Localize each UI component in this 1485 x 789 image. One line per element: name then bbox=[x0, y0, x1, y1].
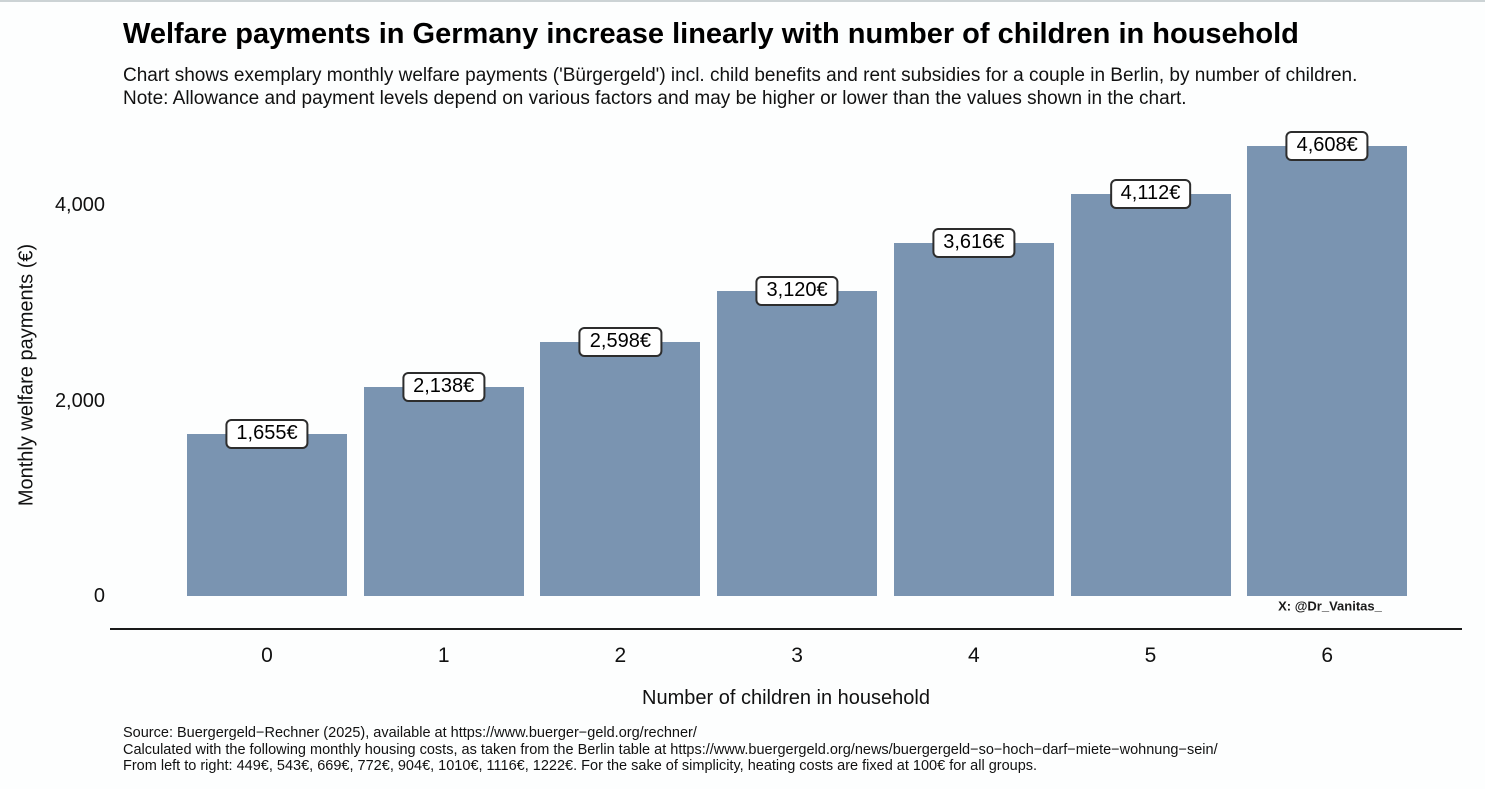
x-tick-label: 3 bbox=[791, 644, 803, 667]
x-tick-label: 5 bbox=[1144, 644, 1157, 667]
bar-children-5 bbox=[1070, 194, 1231, 596]
bar-children-3 bbox=[717, 291, 878, 596]
chart-subtitle-line-1: Chart shows exemplary monthly welfare pa… bbox=[123, 65, 1358, 86]
x-tick-label: 4 bbox=[967, 644, 980, 667]
author-watermark: X: @Dr_Vanitas_ bbox=[1278, 598, 1382, 614]
chart-title: Welfare payments in Germany increase lin… bbox=[123, 18, 1299, 50]
y-tick-label: 2,000 bbox=[54, 389, 105, 412]
bar-value-label: 2,598€ bbox=[578, 327, 662, 358]
bar-children-0 bbox=[187, 434, 347, 596]
bar-children-1 bbox=[363, 387, 524, 596]
footer-calculation-line: Calculated with the following monthly ho… bbox=[123, 741, 1218, 758]
x-tick-label: 2 bbox=[614, 644, 627, 667]
chart-footer: Source: Buergergeld−Rechner (2025), avai… bbox=[123, 725, 1218, 775]
y-tick-label: 4,000 bbox=[54, 194, 105, 216]
chart-subtitle: Chart shows exemplary monthly welfare pa… bbox=[123, 64, 1357, 110]
bar-value-label: 3,120€ bbox=[755, 276, 839, 307]
bar-value-label: 3,616€ bbox=[932, 227, 1016, 258]
x-tick-label: 6 bbox=[1321, 644, 1334, 667]
x-tick-label: 0 bbox=[261, 644, 273, 667]
footer-source-line: Source: Buergergeld−Rechner (2025), avai… bbox=[123, 725, 697, 741]
bar-children-2 bbox=[540, 342, 701, 596]
footer-housing-costs-line: From left to right: 449€, 543€, 669€, 77… bbox=[123, 758, 1038, 774]
bar-value-label: 1,655€ bbox=[225, 419, 309, 450]
bar-value-label: 4,608€ bbox=[1285, 130, 1369, 161]
bar-value-label: 4,112€ bbox=[1109, 179, 1192, 210]
x-axis-title: Number of children in household bbox=[642, 687, 930, 709]
x-axis-line bbox=[110, 628, 1462, 630]
bar-value-label: 2,138€ bbox=[402, 372, 486, 402]
y-tick-label: 0 bbox=[93, 585, 105, 607]
x-tick-label: 1 bbox=[437, 644, 450, 667]
bar-children-6 bbox=[1247, 145, 1408, 596]
top-edge-line bbox=[0, 0, 1485, 2]
y-axis-title: Monthly welfare payments (€) bbox=[15, 243, 38, 507]
bar-children-4 bbox=[893, 242, 1054, 596]
chart-subtitle-line-2: Note: Allowance and payment levels depen… bbox=[123, 88, 1187, 109]
